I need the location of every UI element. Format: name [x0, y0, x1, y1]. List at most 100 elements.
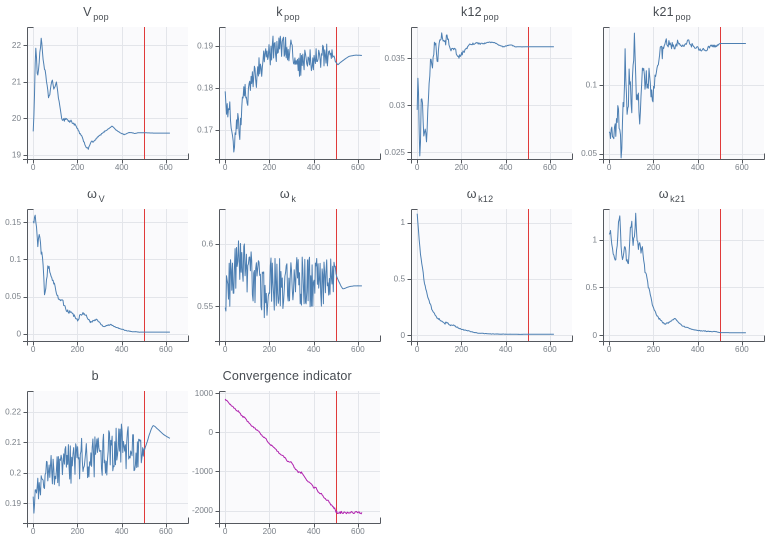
series-line — [416, 32, 554, 157]
x-tick-label: 200 — [71, 163, 85, 172]
axes — [215, 391, 381, 528]
y-tick-label: 0 — [16, 329, 21, 338]
plot-title-subscript: k12 — [478, 193, 494, 204]
plot-area — [411, 209, 572, 341]
x-tick-label: 0 — [223, 163, 228, 172]
plot-canvas: 0 200 400 600 0.19 0.2 0.21 0.22 — [5, 391, 189, 536]
y-tick-label: 0.19 — [5, 499, 21, 508]
plot-canvas: 0 200 400 600 0.025 0.03 0.035 — [385, 27, 573, 172]
y-tick-label: 0.2 — [10, 468, 22, 477]
subplot-k_pop: k pop 0 200 400 600 0.17 0.18 0.19 — [192, 0, 384, 182]
x-tick-label: 400 — [307, 345, 321, 354]
y-tick-label: 0.18 — [197, 83, 213, 92]
y-tick-label: 0.1 — [586, 80, 598, 89]
axes — [215, 209, 381, 346]
series-line — [416, 213, 554, 335]
tick-marks — [407, 223, 551, 346]
series-line — [224, 398, 363, 515]
axes — [215, 27, 381, 164]
x-tick-label: 0 — [31, 163, 36, 172]
y-tick-label: 0.5 — [586, 283, 598, 292]
plot-title: k21 pop — [576, 0, 768, 22]
axes — [407, 209, 573, 346]
plot-title: k12 pop — [384, 0, 576, 22]
y-tick-label: 0.025 — [385, 148, 406, 157]
plot-area — [219, 391, 380, 523]
x-tick-label: 200 — [455, 163, 469, 172]
plot-canvas: 0 200 400 600 0 0.5 1 — [586, 209, 765, 354]
x-tick-label: 600 — [159, 345, 173, 354]
tick-marks — [215, 393, 359, 528]
tick-marks — [407, 58, 551, 164]
x-tick-label: 200 — [263, 163, 277, 172]
x-tick-label: 400 — [307, 163, 321, 172]
plot-title-subscript: pop — [483, 11, 499, 22]
tick-marks — [23, 45, 167, 164]
plot-canvas: 0 200 400 600 0 0.5 1 — [394, 209, 573, 354]
plot-canvas: 0 200 400 600 0.55 0.6 — [197, 209, 381, 354]
plot-canvas: 0 200 400 600 -2000 -1000 0 1000 — [192, 389, 381, 536]
plot-title-text: V — [83, 5, 92, 19]
y-tick-label: 20 — [12, 114, 22, 123]
tick-marks — [23, 412, 167, 528]
plot-area — [603, 27, 764, 159]
gridlines — [603, 27, 764, 159]
plot-area — [411, 27, 572, 159]
x-tick-label: 400 — [115, 527, 129, 536]
y-tick-label: 1 — [400, 218, 405, 227]
series-line — [608, 212, 746, 334]
axes — [599, 209, 765, 346]
tick-marks — [599, 240, 743, 346]
plot-area — [603, 209, 764, 341]
x-tick-label: 600 — [351, 163, 365, 172]
plot-title-subscript: pop — [675, 11, 691, 22]
x-tick-label: 200 — [647, 163, 661, 172]
gridlines — [219, 391, 380, 523]
series-line — [32, 37, 170, 150]
series-line — [32, 214, 170, 333]
y-tick-label: 0 — [400, 331, 405, 340]
x-tick-label: 200 — [71, 345, 85, 354]
plot-title: Convergence indicator — [192, 364, 384, 385]
plot-title-text: ω — [87, 187, 98, 201]
plot-title-subscript: k — [291, 193, 297, 204]
axes — [599, 27, 765, 164]
gridlines — [219, 209, 380, 341]
x-tick-label: 400 — [115, 163, 129, 172]
tick-marks — [215, 244, 359, 346]
x-tick-label: 0 — [607, 345, 612, 354]
plot-title-text: ω — [279, 187, 290, 201]
y-tick-label: 1000 — [195, 389, 214, 398]
y-tick-label: 22 — [12, 41, 22, 50]
x-tick-label: 0 — [223, 345, 228, 354]
plot-title-text: k21 — [653, 5, 674, 19]
subplot-k21_pop: k21 pop 0 200 400 600 0.05 0.1 — [576, 0, 768, 182]
x-tick-label: 400 — [307, 527, 321, 536]
x-tick-label: 600 — [159, 163, 173, 172]
subplot-omega_k12: ω k12 0 200 400 600 0 0.5 1 — [384, 182, 576, 364]
y-tick-label: 0.6 — [202, 240, 214, 249]
y-tick-label: 0 — [592, 331, 597, 340]
x-tick-label: 0 — [415, 345, 420, 354]
tick-marks — [23, 222, 167, 346]
y-tick-label: 0.05 — [581, 149, 597, 158]
y-tick-label: 0.17 — [197, 125, 213, 134]
plot-title: ω k21 — [576, 182, 768, 204]
plot-area — [27, 209, 188, 341]
plot-title-text: ω — [466, 187, 477, 201]
x-tick-label: 400 — [691, 163, 705, 172]
x-tick-label: 600 — [543, 163, 557, 172]
x-tick-label: 0 — [223, 527, 228, 536]
y-tick-label: -1000 — [192, 467, 213, 476]
plot-title-subscript: pop — [93, 11, 109, 22]
plot-canvas: 0 200 400 600 0.05 0.1 — [581, 27, 765, 172]
plot-title: k pop — [192, 0, 384, 22]
x-tick-label: 400 — [499, 163, 513, 172]
subplot-k12_pop: k12 pop 0 200 400 600 0.025 0.03 0.035 — [384, 0, 576, 182]
x-tick-label: 600 — [159, 527, 173, 536]
